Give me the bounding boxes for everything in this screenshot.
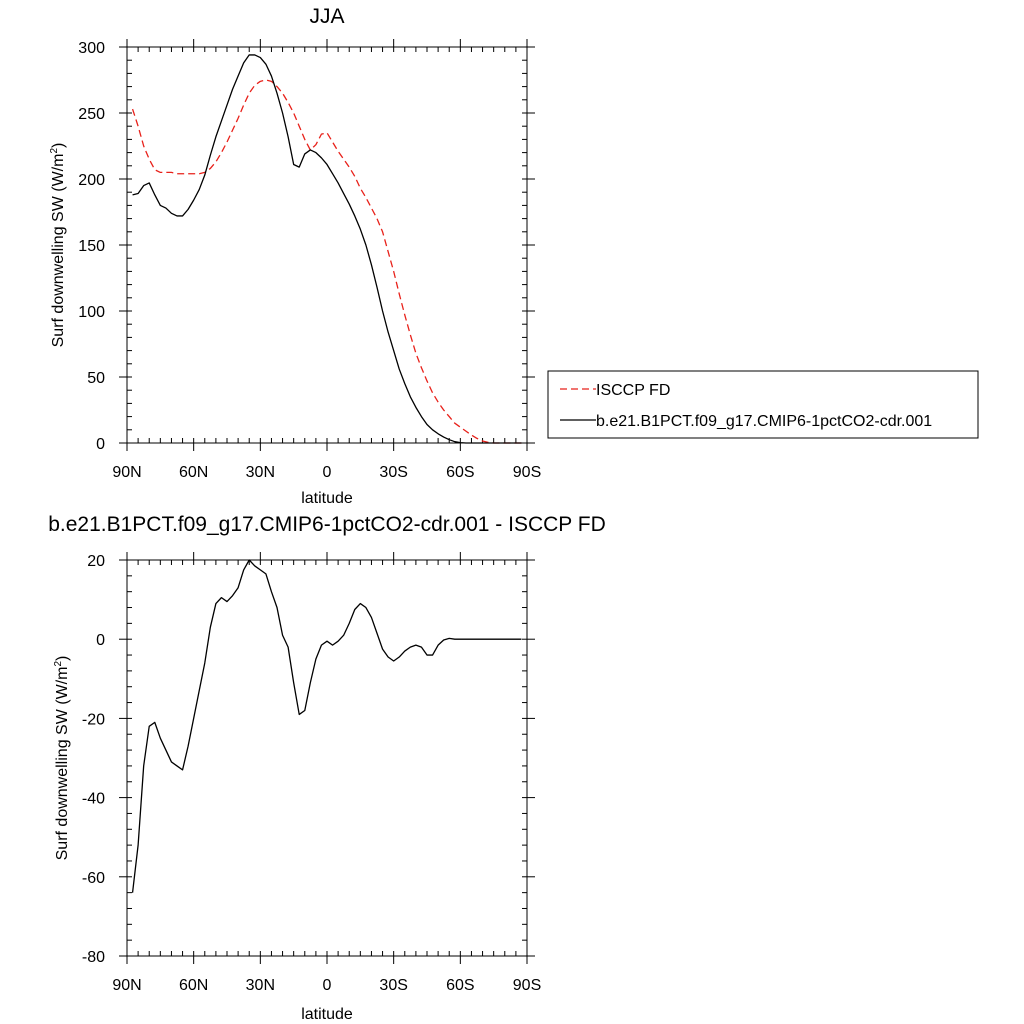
x-tick-label: 90N xyxy=(112,464,141,481)
bottom-minor-ticks xyxy=(126,559,528,957)
x-tick-label: 60S xyxy=(446,977,474,994)
x-tick-label: 60N xyxy=(179,464,208,481)
bottom-y-axis-label: Surf downwelling SW (W/m2) xyxy=(53,656,71,861)
bottom-plot-frame xyxy=(126,559,528,957)
top-plot-frame xyxy=(126,46,528,444)
top-series-lines xyxy=(131,54,522,444)
y-tick-label: 200 xyxy=(78,172,105,189)
y-tick-label: 20 xyxy=(87,553,105,570)
bottom-panel: b.e21.B1PCT.f09_g17.CMIP6-1pctCO2-cdr.00… xyxy=(48,513,606,1023)
y-tick-label: -80 xyxy=(82,949,105,966)
legend-box xyxy=(547,370,979,439)
top-panel: JJA 90N 60N 30N 0 30S 60S 90S 0 50 100 150 200 250 3… xyxy=(49,5,541,507)
bottom-y-axis: -80 -60 -40 -20 0 20 xyxy=(82,553,535,966)
top-chart-title: JJA xyxy=(309,5,344,28)
series-line-isccp xyxy=(131,79,522,444)
legend-label-isccp: ISCCP FD xyxy=(596,382,670,399)
bottom-chart-title: b.e21.B1PCT.f09_g17.CMIP6-1pctCO2-cdr.00… xyxy=(48,513,606,536)
y-tick-label: 0 xyxy=(96,436,105,453)
y-tick-label: -60 xyxy=(82,870,105,887)
y-tick-label: -20 xyxy=(82,711,105,728)
bottom-x-axis-label: latitude xyxy=(301,1006,353,1023)
y-tick-label: 150 xyxy=(78,238,105,255)
series-line-difference xyxy=(131,559,522,893)
top-y-axis: 0 50 100 150 200 250 300 xyxy=(78,40,535,453)
bottom-y-axis-label-main: Surf downwelling SW (W/m xyxy=(54,667,71,861)
bottom-y-axis-label-superscript: 2 xyxy=(53,661,64,667)
y-tick-label: 250 xyxy=(78,106,105,123)
x-tick-label: 30N xyxy=(246,977,275,994)
top-x-axis: 90N 60N 30N 0 30S 60S 90S xyxy=(112,39,541,481)
bottom-x-axis: 90N 60N 30N 0 30S 60S 90S xyxy=(112,552,541,994)
top-y-axis-label-superscript: 2 xyxy=(49,148,60,154)
top-y-axis-label: Surf downwelling SW (W/m2) xyxy=(49,143,67,348)
x-tick-label: 90S xyxy=(513,464,541,481)
x-tick-label: 0 xyxy=(323,464,332,481)
x-tick-label: 60N xyxy=(179,977,208,994)
x-tick-label: 30S xyxy=(379,464,407,481)
x-tick-label: 90S xyxy=(513,977,541,994)
y-tick-label: 300 xyxy=(78,40,105,57)
x-tick-label: 30N xyxy=(246,464,275,481)
top-x-axis-label: latitude xyxy=(301,490,353,507)
x-tick-label: 30S xyxy=(379,977,407,994)
bottom-y-axis-label-suffix: ) xyxy=(54,656,71,661)
top-y-axis-label-main: Surf downwelling SW (W/m xyxy=(50,154,67,348)
y-tick-label: 100 xyxy=(78,304,105,321)
x-tick-label: 90N xyxy=(112,977,141,994)
legend: ISCCP FD b.e21.B1PCT.f09_g17.CMIP6-1pctC… xyxy=(547,370,979,439)
top-y-axis-label-suffix: ) xyxy=(50,143,67,148)
x-tick-label: 0 xyxy=(323,977,332,994)
y-tick-label: 0 xyxy=(96,632,105,649)
legend-label-model: b.e21.B1PCT.f09_g17.CMIP6-1pctCO2-cdr.00… xyxy=(596,413,932,430)
y-tick-label: 50 xyxy=(87,370,105,387)
x-tick-label: 60S xyxy=(446,464,474,481)
y-tick-label: -40 xyxy=(82,791,105,808)
series-line-model xyxy=(132,54,522,444)
bottom-series-lines xyxy=(131,559,522,893)
